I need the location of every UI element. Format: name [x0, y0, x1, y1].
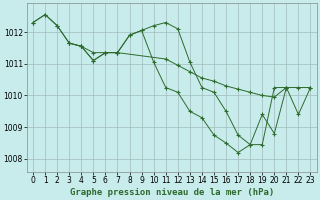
X-axis label: Graphe pression niveau de la mer (hPa): Graphe pression niveau de la mer (hPa) [70, 188, 274, 197]
